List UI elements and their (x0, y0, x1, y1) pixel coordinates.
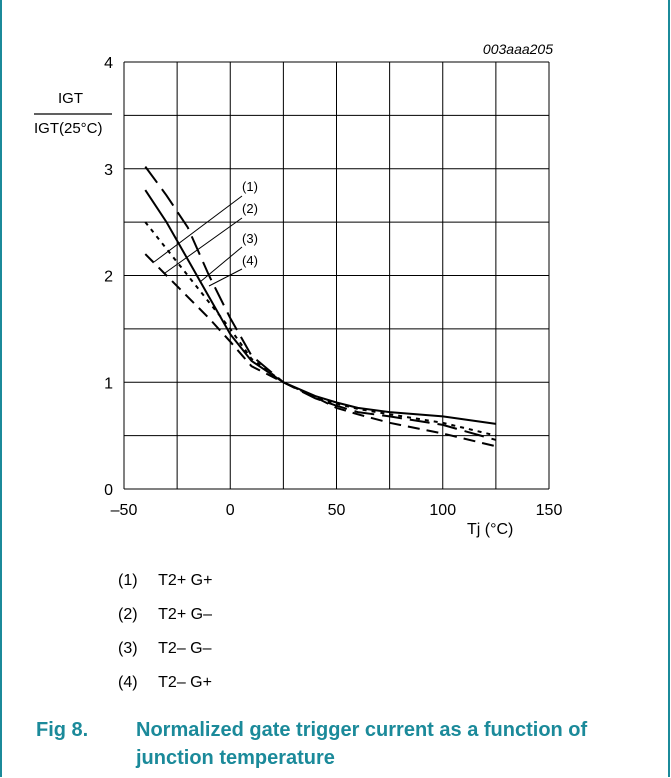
legend-label: T2+ G– (158, 606, 212, 623)
y-axis-label-denominator: IGT(25°C) (34, 120, 103, 137)
series-annotation-leader (164, 217, 243, 274)
figure-number: Fig 8. (36, 719, 89, 741)
series-annotation-leader (199, 246, 243, 283)
series-annotation-leader (153, 195, 243, 263)
series-annotation-label: (1) (242, 179, 258, 194)
series-annotation-label: (3) (242, 231, 258, 246)
series-lines (144, 166, 497, 448)
series-annotations: (1) (2) (3) (4) (153, 179, 258, 287)
series-line-1 (144, 189, 497, 425)
y-tick-label: 4 (104, 55, 113, 72)
x-tick-label: 50 (328, 502, 346, 519)
series-annotation-label: (2) (242, 201, 258, 216)
y-axis-label-numerator: IGT (58, 90, 83, 107)
y-tick-label: 0 (104, 482, 113, 499)
series-line-2 (144, 221, 497, 437)
y-tick-label: 1 (104, 375, 113, 392)
legend-item: (2) T2+ G– (118, 606, 212, 624)
x-axis-label: Tj (°C) (467, 521, 513, 538)
tick-labels: –50 0 50 100 150 0 1 2 3 4 (104, 55, 562, 519)
chart: –50 0 50 100 150 0 1 2 3 4 (1) (2) (3) (4) 003aaa205… (34, 41, 562, 538)
legend-label: T2– G– (158, 640, 212, 657)
legend-item: (3) T2– G– (118, 640, 212, 658)
x-tick-label: –50 (111, 502, 138, 519)
legend-number: (4) (118, 674, 138, 691)
y-tick-label: 3 (104, 162, 113, 179)
legend-label: T2+ G+ (158, 572, 213, 589)
figure-title: Normalized gate trigger current as a fun… (136, 719, 588, 769)
x-tick-label: 150 (536, 502, 563, 519)
legend-item: (4) T2– G+ (118, 674, 212, 692)
figure-code: 003aaa205 (483, 41, 553, 57)
legend-number: (1) (118, 572, 138, 589)
legend-label: T2– G+ (158, 674, 212, 691)
series-annotation-label: (4) (242, 253, 258, 268)
series-annotation-leader (208, 268, 243, 287)
x-tick-label: 0 (226, 502, 235, 519)
grid (123, 61, 550, 490)
legend-number: (3) (118, 640, 138, 657)
legend-item: (1) T2+ G+ (118, 572, 212, 590)
y-tick-label: 2 (104, 269, 113, 286)
x-tick-label: 100 (429, 502, 456, 519)
series-line-4 (144, 253, 497, 448)
legend-number: (2) (118, 606, 138, 623)
